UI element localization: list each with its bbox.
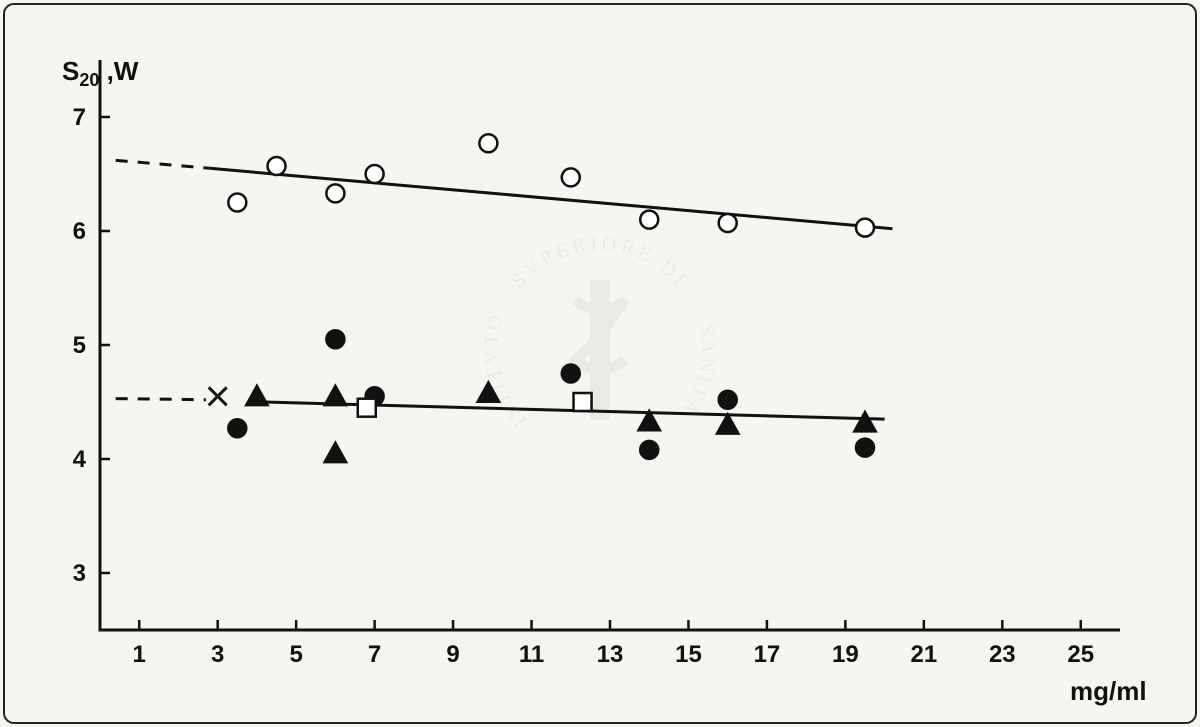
x-tick-label: 9 <box>446 641 459 668</box>
open-circles-point <box>228 194 246 212</box>
chart-svg: SVPERIORE DI ISTITVTO SANITÀ 13579111315… <box>0 0 1200 727</box>
svg-text:SANITÀ: SANITÀ <box>676 323 719 422</box>
x-tick-label: 15 <box>675 641 702 668</box>
open-circles-point <box>640 211 658 229</box>
data-points <box>209 134 877 463</box>
y-axis-title-after: ,W <box>99 56 138 86</box>
x-tick-label: 13 <box>597 641 624 668</box>
x-tick-label: 21 <box>910 641 937 668</box>
open-circles-point <box>562 168 580 186</box>
filled-triangles-point <box>323 384 347 406</box>
y-tick-label: 4 <box>73 446 87 473</box>
x-tick-label: 11 <box>519 641 544 668</box>
x-tick-label: 25 <box>1067 641 1094 668</box>
open-circles-point <box>366 165 384 183</box>
y-tick-label: 7 <box>73 104 86 131</box>
watermark: SVPERIORE DI ISTITVTO SANITÀ <box>480 233 719 432</box>
open-circles-point <box>479 134 497 152</box>
filled-triangles-point <box>323 441 347 463</box>
open-squares-point <box>358 399 376 417</box>
x-tick-label: 19 <box>832 641 859 668</box>
open-squares-point <box>574 393 592 411</box>
filled-circles-point <box>562 365 580 383</box>
y-tick-label: 6 <box>73 218 86 245</box>
open-circles-point <box>268 157 286 175</box>
y-axis-title-main: S <box>62 56 79 86</box>
filled-circles-point <box>640 441 658 459</box>
watermark-text-right: SANITÀ <box>676 323 719 422</box>
upper-fit-dash <box>116 160 210 168</box>
y-axis-title-sub: 20 <box>79 70 99 90</box>
x-tick-label: 5 <box>289 641 302 668</box>
watermark-text-left: ISTITVTO <box>480 310 531 431</box>
filled-triangles-point <box>853 411 877 433</box>
filled-triangles-point <box>245 384 269 406</box>
x-tick-label: 17 <box>754 641 781 668</box>
x-axis-title: mg/ml <box>1070 676 1147 706</box>
x-tick-label: 3 <box>211 641 224 668</box>
svg-text:S20 ,W: S20 ,W <box>62 56 139 90</box>
open-circles-point <box>326 184 344 202</box>
svg-text:ISTITVTO: ISTITVTO <box>480 310 531 431</box>
filled-circles-point <box>719 391 737 409</box>
y-tick-label: 3 <box>73 560 86 587</box>
filled-circles-point <box>856 439 874 457</box>
y-tick-label: 5 <box>73 332 86 359</box>
filled-circles-point <box>228 419 246 437</box>
x-tick-label: 1 <box>133 641 146 668</box>
filled-circles-point <box>326 330 344 348</box>
lower-fit-dash <box>116 399 206 400</box>
x-tick-label: 7 <box>368 641 381 668</box>
y-axis-title: S20 ,W <box>62 56 139 90</box>
x-tick-label: 23 <box>989 641 1016 668</box>
open-circles-point <box>719 214 737 232</box>
open-circles-point <box>856 219 874 237</box>
upper-fit-solid <box>210 168 893 228</box>
